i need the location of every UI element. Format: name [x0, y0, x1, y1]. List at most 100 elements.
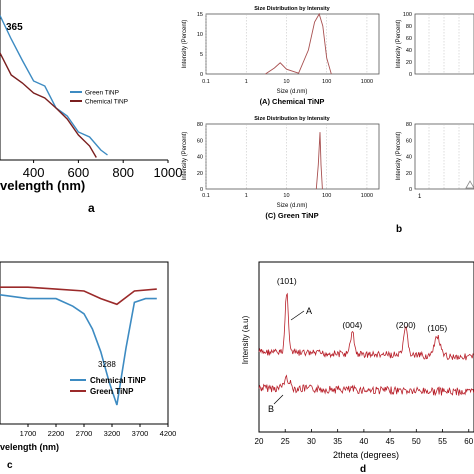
- panel-b-bottom-right-y-tick: 80: [406, 122, 412, 128]
- panel-b-bottom-right-y-tick: 20: [406, 171, 412, 177]
- panel-b-x-tick: 0.1: [202, 193, 210, 199]
- panel-d-frame: [258, 261, 474, 433]
- panel-b-x-tick: 10: [283, 79, 289, 85]
- panel-d-label-b: B: [268, 404, 274, 414]
- panel-b-top-y-tick: 15: [197, 12, 203, 18]
- panel-a-letter: a: [88, 201, 95, 215]
- panel-b-top-right-y-tick: 20: [406, 60, 412, 66]
- panel-b-top-right-y-tick: 0: [409, 72, 412, 78]
- panel-a-legend-label: Green TiNP: [85, 90, 119, 97]
- panel-c-x-tick: 3700: [132, 429, 149, 438]
- panel-b-top-right-grid: [428, 14, 460, 74]
- panel-a-peak-label: 365: [6, 22, 23, 33]
- panel-d-x-ticks: 20 25 30 35 40 45 50 55 60: [255, 429, 474, 446]
- panel-c-legend: Chemical TiNP Green TiNP: [70, 376, 147, 396]
- panel-d-peak-label: (105): [427, 323, 447, 333]
- panel-b-bottom-title: Size Distribution by Intensity: [254, 116, 330, 122]
- panel-c-peak-label: 3288: [98, 360, 116, 369]
- panel-d: 20 25 30 35 40 45 50 55 60 (101)(004) (200) (105) …: [241, 261, 474, 474]
- panel-c-series-line: [0, 286, 157, 306]
- panel-b-x-tick: 1: [245, 79, 248, 85]
- panel-d-x-axis-label: 2theta (degrees): [333, 450, 399, 460]
- panel-a-legend-label: Chemical TiNP: [85, 99, 128, 106]
- panel-d-peak-label: (101): [277, 276, 297, 286]
- panel-c-legend-label: Green TiNP: [90, 387, 134, 396]
- panel-b-top-caption: (A) Chemical TiNP: [260, 97, 325, 106]
- panel-b-bottom-x-label: Size (d.nm): [277, 203, 308, 209]
- panel-c: 1700 2200 2700 3200 3700 4200 3288 Chemical T…: [0, 261, 177, 471]
- panel-a: 400 600 800 1000 365 Green TiNP Chemical TiN…: [0, 0, 182, 215]
- panel-b-top-grid: [205, 14, 368, 74]
- panel-b-letter: b: [396, 224, 402, 235]
- panel-c-x-tick: 4200: [160, 429, 177, 438]
- panel-d-x-tick: 45: [386, 437, 395, 446]
- panel-b-triangle-marker: [465, 180, 474, 189]
- panel-b-top-y-ticks: 0 5 10 15: [197, 12, 203, 78]
- panel-b-x-tick: 10: [283, 193, 289, 199]
- panel-b-bottom-grid: [205, 124, 368, 189]
- panel-b-x-tick: 100: [322, 79, 331, 85]
- panel-a-legend: Green TiNP Chemical TiNP: [70, 90, 128, 106]
- panel-d-x-tick: 55: [438, 437, 447, 446]
- panel-d-curve-a: [258, 292, 474, 361]
- panel-b-bottom-plot-frame: [205, 123, 380, 190]
- panel-b-bottom-right-grid: [428, 124, 460, 189]
- panel-b-top-plot-frame: [205, 13, 380, 75]
- panel-b-x-tick: 1000: [361, 79, 373, 85]
- panel-b-x-tick: 0.1: [202, 79, 210, 85]
- panel-a-x-tick: 400: [23, 165, 45, 180]
- panel-b-bottom-right-x-tick: 1: [418, 194, 422, 200]
- panel-c-legend-label: Chemical TiNP: [90, 376, 147, 385]
- panel-a-x-tick: 800: [112, 165, 134, 180]
- panel-c-x-axis-label: velength (nm): [0, 442, 59, 452]
- panel-d-x-tick: 30: [307, 437, 316, 446]
- panel-b-green-curve: [315, 132, 323, 190]
- panel-b-bottom-right-y-tick: 0: [409, 187, 412, 193]
- panel-d-peak-label: (200): [396, 320, 416, 330]
- panel-c-series-line: [0, 294, 157, 406]
- panel-d-letter: d: [360, 464, 366, 474]
- panel-b-bottom-right-frame: [414, 123, 474, 190]
- panel-b-bottom-y-tick: 60: [197, 138, 203, 144]
- panel-a-series: [0, 15, 108, 158]
- panel-b-bottom-caption: (C) Green TiNP: [265, 211, 318, 220]
- panel-c-x-tick: 3200: [104, 429, 121, 438]
- panel-b-bottom-x-ticks: 0.1 1 10 100 1000: [202, 193, 373, 199]
- panel-d-pointer-a: [290, 310, 305, 321]
- panel-d-peak-label: (004): [342, 320, 362, 330]
- panel-b-top-right-y-tick: 60: [406, 36, 412, 42]
- panel-b-top-right-y-tick: 40: [406, 48, 412, 54]
- panel-b-top-right-frame: [414, 13, 474, 75]
- panel-c-x-ticks: 1700 2200 2700 3200 3700 4200: [20, 424, 177, 438]
- panel-a-series-line: [0, 52, 97, 158]
- panel-b-bottom-right-y-tick: 40: [406, 155, 412, 161]
- panel-d-x-tick: 20: [255, 437, 264, 446]
- panel-d-x-tick: 40: [359, 437, 368, 446]
- panel-b-bottom-y-tick: 40: [197, 155, 203, 161]
- panel-a-x-tick: 600: [68, 165, 90, 180]
- panel-b-bottom-y-ticks: 0 20 40 60 80: [197, 122, 203, 193]
- panel-b-top-x-ticks: 0.1 1 10 100 1000: [202, 79, 373, 85]
- panel-b-bottom-y-tick: 20: [197, 171, 203, 177]
- panel-c-x-tick: 1700: [20, 429, 37, 438]
- panel-b-top-x-label: Size (d.nm): [277, 89, 308, 95]
- panel-b-top-right-y-label: Intensity (Percent): [396, 20, 402, 69]
- panel-b-x-tick: 1: [245, 193, 248, 199]
- panel-b-top-y-tick: 0: [200, 72, 203, 78]
- panel-d-pointer-b: [273, 394, 284, 405]
- panel-c-frame: [0, 261, 169, 425]
- panel-d-x-tick: 35: [333, 437, 342, 446]
- panel-b-bottom-right-y-label: Intensity (Percent): [396, 132, 402, 181]
- panel-d-x-tick: 25: [281, 437, 290, 446]
- panel-c-letter: c: [7, 460, 13, 471]
- panel-b-bottom-right-y-tick: 60: [406, 138, 412, 144]
- panel-d-label-a: A: [306, 306, 312, 316]
- panel-a-series-line: [0, 15, 108, 156]
- panel-a-x-tick: 1000: [154, 165, 183, 180]
- panel-b-top-y-tick: 5: [200, 52, 203, 58]
- panel-b-bottom-y-tick: 80: [197, 122, 203, 128]
- panel-d-y-axis-label: Intensity (a.u): [241, 315, 250, 364]
- panel-b-top-right-y-ticks: 0 20 40 60 80 100: [403, 12, 412, 78]
- panel-b-x-tick: 100: [322, 193, 331, 199]
